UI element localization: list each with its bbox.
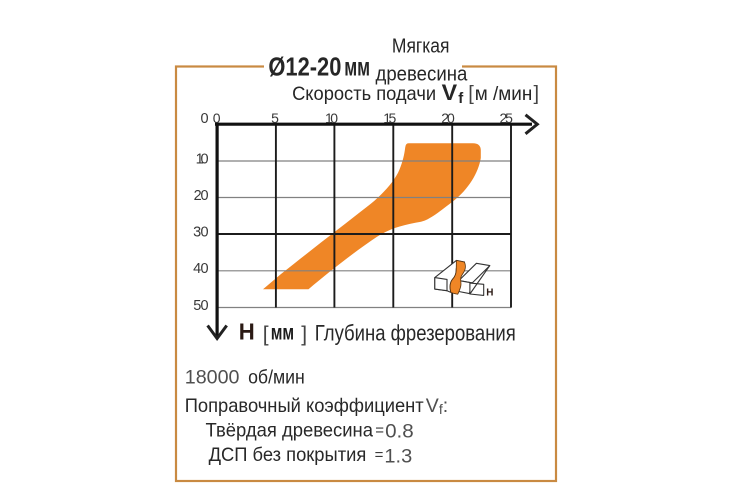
svg-text:[: [ — [468, 83, 474, 105]
svg-text:Скорость подачи: Скорость подачи — [292, 83, 436, 105]
svg-text:20: 20 — [194, 188, 209, 204]
svg-text:H: H — [486, 287, 493, 299]
svg-text:50: 50 — [193, 298, 208, 314]
svg-text:мм: мм — [271, 322, 294, 345]
svg-text:20: 20 — [441, 110, 455, 126]
svg-text:м /мин: м /мин — [475, 83, 533, 105]
svg-text:Ø12-20: Ø12-20 — [268, 52, 341, 82]
svg-text:V: V — [442, 80, 458, 105]
svg-text:30: 30 — [193, 224, 209, 240]
svg-text:=: = — [375, 422, 384, 439]
svg-text:0.8: 0.8 — [385, 421, 414, 443]
svg-text:Глубина фрезерования: Глубина фрезерования — [315, 320, 516, 345]
svg-text:ДСП без покрытия: ДСП без покрытия — [209, 444, 367, 466]
svg-text:10: 10 — [196, 151, 209, 167]
svg-text:]: ] — [534, 83, 540, 105]
svg-text:]: ] — [301, 323, 307, 346]
svg-text:1.3: 1.3 — [384, 445, 412, 467]
svg-text:Твёрдая древесина: Твёрдая древесина — [206, 420, 374, 442]
svg-text:0: 0 — [201, 111, 209, 127]
svg-text:=: = — [375, 447, 384, 464]
svg-text:древесина: древесина — [376, 62, 468, 85]
svg-text:0: 0 — [213, 110, 221, 126]
svg-text:40: 40 — [193, 261, 209, 277]
svg-text:H: H — [239, 319, 255, 345]
svg-text:5: 5 — [271, 110, 279, 126]
svg-text:15: 15 — [383, 110, 396, 126]
svg-text:[: [ — [263, 323, 269, 346]
svg-text:f: f — [458, 90, 464, 107]
svg-text:мм: мм — [344, 52, 370, 82]
svg-text:Мягкая: Мягкая — [392, 34, 450, 57]
svg-text:10: 10 — [325, 110, 338, 126]
svg-text:25: 25 — [499, 110, 513, 126]
svg-text:об/мин: об/мин — [248, 367, 305, 389]
svg-text:Поправочный коэффициент: Поправочный коэффициент — [185, 395, 424, 417]
svg-text:18000: 18000 — [185, 368, 240, 389]
svg-text:Vf:: Vf: — [426, 395, 448, 417]
